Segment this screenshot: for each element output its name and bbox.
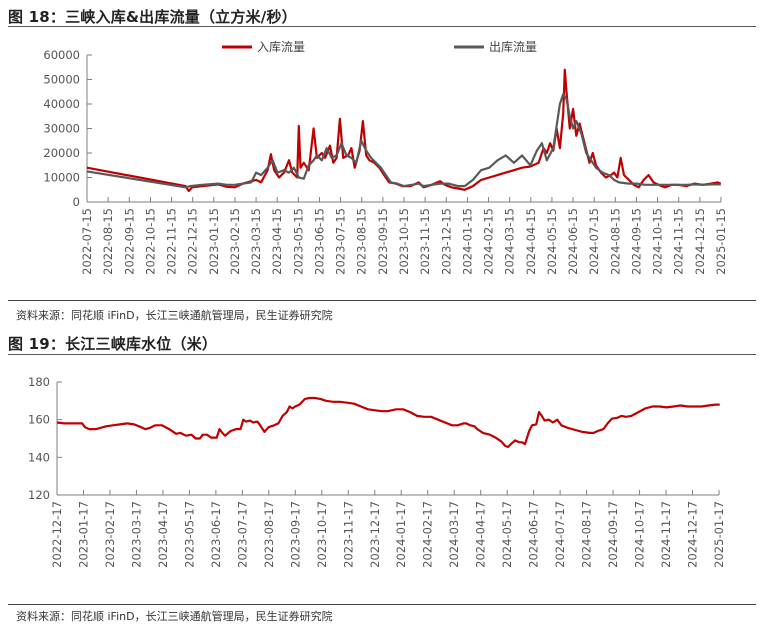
y-tick-label: 10000: [43, 171, 80, 185]
series-line-库水位: [56, 396, 720, 449]
y-axis: 120 140 160 180: [28, 375, 62, 502]
x-tick-label: 2024-02-17: [421, 501, 435, 568]
x-tick-label: 2024-03-15: [503, 208, 517, 275]
x-tick-label: 2024-01-17: [394, 501, 408, 568]
x-tick-label: 2025-01-15: [714, 208, 728, 275]
x-tick-label: 2024-03-17: [447, 501, 461, 568]
figure-19-title-rule: [8, 354, 756, 355]
x-tick-label: 2024-05-17: [500, 501, 514, 568]
chart-legend: 入库流量 出库流量: [222, 39, 537, 54]
x-tick-label: 2022-10-15: [143, 208, 157, 275]
y-tick-label: 140: [28, 450, 50, 464]
x-tick-label: 2024-09-17: [606, 501, 620, 568]
plot-area: [56, 396, 720, 449]
x-tick-label: 2022-11-15: [165, 208, 179, 275]
x-tick-label: 2024-05-15: [545, 208, 559, 275]
x-tick-label: 2022-12-15: [186, 208, 200, 275]
x-tick-label: 2023-10-17: [315, 501, 329, 568]
x-tick-label: 2024-12-15: [693, 208, 707, 275]
x-tick-label: 2024-10-17: [633, 501, 647, 568]
figure-19-title: 图 19：长江三峡库水位（米）: [8, 335, 218, 353]
inflow-outflow-chart: 入库流量 出库流量 0 10000 20000 30000 40000 50000 60000…: [43, 39, 728, 275]
x-tick-label: 2023-08-17: [262, 501, 276, 568]
x-tick-label: 2023-11-17: [341, 501, 355, 568]
plot-area: [86, 68, 722, 193]
x-tick-label: 2024-07-17: [553, 501, 567, 568]
x-tick-label: 2023-04-17: [156, 501, 170, 568]
figure-18-source: 资料来源：同花顺 iFinD，长江三峡通航管理局，民生证券研究院: [16, 309, 333, 322]
x-tick-label: 2024-11-15: [672, 208, 686, 275]
x-tick-label: 2023-01-17: [76, 501, 90, 568]
x-tick-label: 2023-07-17: [235, 501, 249, 568]
x-tick-label: 2024-01-15: [460, 208, 474, 275]
x-tick-label: 2022-07-15: [80, 208, 94, 275]
x-tick-label: 2023-07-15: [334, 208, 348, 275]
y-tick-label: 50000: [43, 73, 80, 87]
legend-label: 出库流量: [489, 39, 537, 54]
y-tick-label: 160: [28, 413, 50, 427]
x-tick-label: 2023-06-17: [209, 501, 223, 568]
x-tick-label: 2023-03-17: [129, 501, 143, 568]
x-tick-label: 2023-03-15: [249, 208, 263, 275]
x-tick-label: 2024-04-15: [524, 208, 538, 275]
x-tick-label: 2024-07-15: [587, 208, 601, 275]
x-tick-label: 2023-10-15: [397, 208, 411, 275]
x-tick-label: 2023-05-15: [291, 208, 305, 275]
x-tick-label: 2023-11-15: [418, 208, 432, 275]
x-tick-label: 2024-04-17: [474, 501, 488, 568]
x-axis: 2022-12-17 2023-01-17 2023-02-17 2023-03-17…: [50, 490, 726, 568]
figure-18-source-rule: [8, 300, 756, 301]
y-tick-label: 0: [73, 195, 80, 209]
series-line-入库流量: [86, 68, 722, 193]
x-tick-label: 2023-09-17: [288, 501, 302, 568]
x-tick-label: 2023-02-17: [103, 501, 117, 568]
x-tick-label: 2022-12-17: [50, 501, 64, 568]
x-tick-label: 2023-01-15: [207, 208, 221, 275]
x-tick-label: 2024-09-15: [629, 208, 643, 275]
x-tick-label: 2023-04-15: [270, 208, 284, 275]
x-tick-label: 2024-06-17: [527, 501, 541, 568]
x-tick-label: 2024-02-15: [482, 208, 496, 275]
x-tick-label: 2022-08-15: [101, 208, 115, 275]
x-tick-label: 2024-11-17: [659, 501, 673, 568]
y-tick-label: 180: [28, 375, 50, 389]
x-tick-label: 2023-05-17: [182, 501, 196, 568]
figure-18-title-rule: [8, 26, 756, 27]
series-line-出库流量: [86, 93, 721, 189]
x-tick-label: 2024-08-17: [580, 501, 594, 568]
figure-19-source: 资料来源：同花顺 iFinD，长江三峡通航管理局，民生证券研究院: [16, 610, 333, 623]
x-tick-label: 2024-08-15: [608, 208, 622, 275]
x-tick-label: 2024-12-17: [686, 501, 700, 568]
x-tick-label: 2022-09-15: [122, 208, 136, 275]
y-tick-label: 60000: [43, 48, 80, 62]
legend-label: 入库流量: [257, 39, 305, 54]
x-tick-label: 2025-01-17: [712, 501, 726, 568]
x-tick-label: 2024-10-15: [651, 208, 665, 275]
x-tick-label: 2023-12-17: [368, 501, 382, 568]
x-tick-label: 2023-08-15: [355, 208, 369, 275]
y-tick-label: 120: [28, 488, 50, 502]
figure-19-source-rule: [8, 604, 756, 605]
x-axis: 2022-07-15 2022-08-15 2022-09-15 2022-10-15…: [80, 197, 728, 275]
x-tick-label: 2023-12-15: [439, 208, 453, 275]
figure-18-title: 图 18：三峡入库&出库流量（立方米/秒）: [8, 8, 297, 26]
y-axis: 0 10000 20000 30000 40000 50000 60000: [43, 48, 92, 209]
x-tick-label: 2023-09-15: [376, 208, 390, 275]
x-tick-label: 2024-06-15: [566, 208, 580, 275]
x-tick-label: 2023-02-15: [228, 208, 242, 275]
y-tick-label: 40000: [43, 97, 80, 111]
y-tick-label: 20000: [43, 146, 80, 160]
x-tick-label: 2023-06-15: [312, 208, 326, 275]
y-tick-label: 30000: [43, 122, 80, 136]
